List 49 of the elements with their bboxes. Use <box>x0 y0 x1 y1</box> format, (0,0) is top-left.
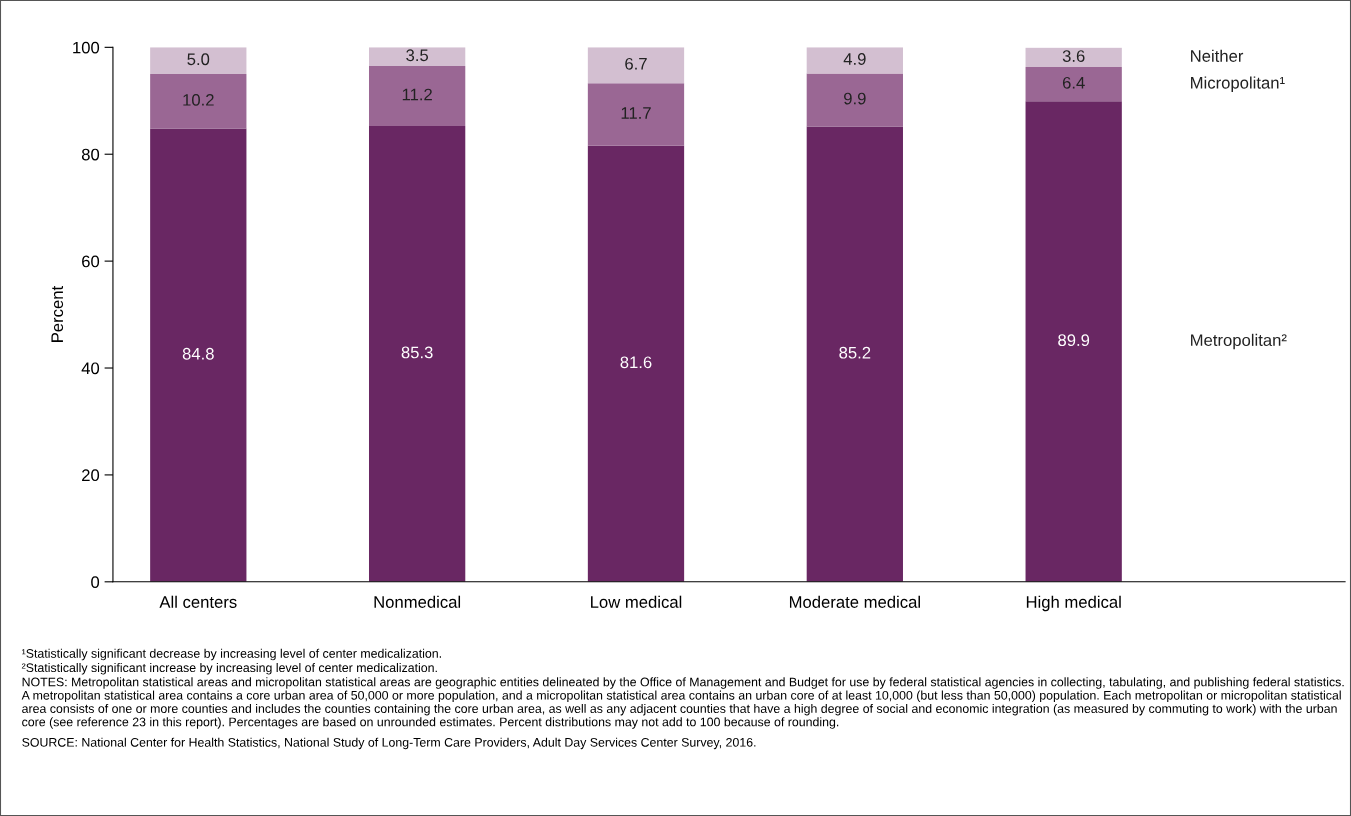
data-label: 5.0 <box>187 53 210 66</box>
bar <box>587 145 685 582</box>
data-label: 11.2 <box>402 88 432 101</box>
y-tick-label: 20 <box>82 469 100 482</box>
bar <box>1025 67 1122 102</box>
text: Metropolitan² <box>1191 333 1287 350</box>
data-label: 10.2 <box>183 93 214 106</box>
data-label: 11.7 <box>621 107 651 119</box>
data-label: 6.7 <box>625 57 647 70</box>
bar <box>806 126 903 582</box>
data-label: 6.4 <box>1062 76 1085 89</box>
bar <box>150 47 247 75</box>
data-label: 9.9 <box>844 92 866 105</box>
x-tick-label: Nonmedical <box>374 595 461 608</box>
y-tick-label: 0 <box>91 576 100 589</box>
text: ²Statistically significant increase by increasing level of center medicalization. <box>21 663 437 675</box>
data-label: 81.6 <box>620 356 652 369</box>
data-label: 3.6 <box>1062 50 1085 62</box>
y-tick-label: 80 <box>81 148 100 161</box>
bar <box>587 47 685 84</box>
bar <box>1025 101 1122 582</box>
data-label: 89.9 <box>1058 334 1090 347</box>
bar <box>1025 47 1122 68</box>
bar <box>150 128 247 582</box>
y-tick-label: 60 <box>82 255 100 268</box>
x-tick-label: High medical <box>1026 595 1121 612</box>
data-label: 84.8 <box>182 347 214 360</box>
data-label: 85.2 <box>839 346 871 359</box>
text: NOTES: Metropolitan statistical areas and micropolitan statistical areas are geographic entities delineated by the Office of Management and Budget for use by federal statistical agencies in collecting, tabulating, and publishing federal statistics. A metropolitan statistical area contains a core urban area of 50,000 or more population, and a micropolitan statistical area contains an urban core of at least 10,000 (but less than 50,000) population. Each metropolitan or micropolitan statistical area consists of one or more counties and includes the counties containing the core urban area, as well as any adjacent counties that have a high degree of social and economic integration (as measured by commuting to work) with the urban core (see reference 23 in this report). Percentages are based on unrounded estimates. Percent distributions may not add to 100 because of rounding. <box>21 677 1344 729</box>
text: ¹Statistically significant decrease by increasing level of center medicalization. <box>22 648 441 661</box>
y-axis-title: Percent <box>51 285 64 342</box>
x-tick-label: Moderate medical <box>789 595 920 608</box>
bar <box>150 74 247 129</box>
data-label: 3.5 <box>406 49 429 62</box>
y-tick-label: 40 <box>81 362 100 375</box>
bar <box>369 47 466 67</box>
bar <box>587 83 685 146</box>
bar <box>369 125 466 582</box>
bar <box>369 66 466 126</box>
y-tick-label: 100 <box>73 41 100 54</box>
text: Micropolitan¹ <box>1191 76 1285 92</box>
x-tick-label: Low medical <box>591 595 682 608</box>
bar <box>806 73 903 127</box>
data-label: 85.3 <box>401 346 433 359</box>
x-tick-label: All centers <box>159 595 237 608</box>
text: Neither <box>1191 49 1244 62</box>
data-label: 4.9 <box>843 53 866 65</box>
source-note: SOURCE: National Center for Health Statistics, National Study of Long-Term Care Providers, Adult Day Services Center Survey, 2016. <box>22 737 756 750</box>
bar <box>806 47 903 74</box>
